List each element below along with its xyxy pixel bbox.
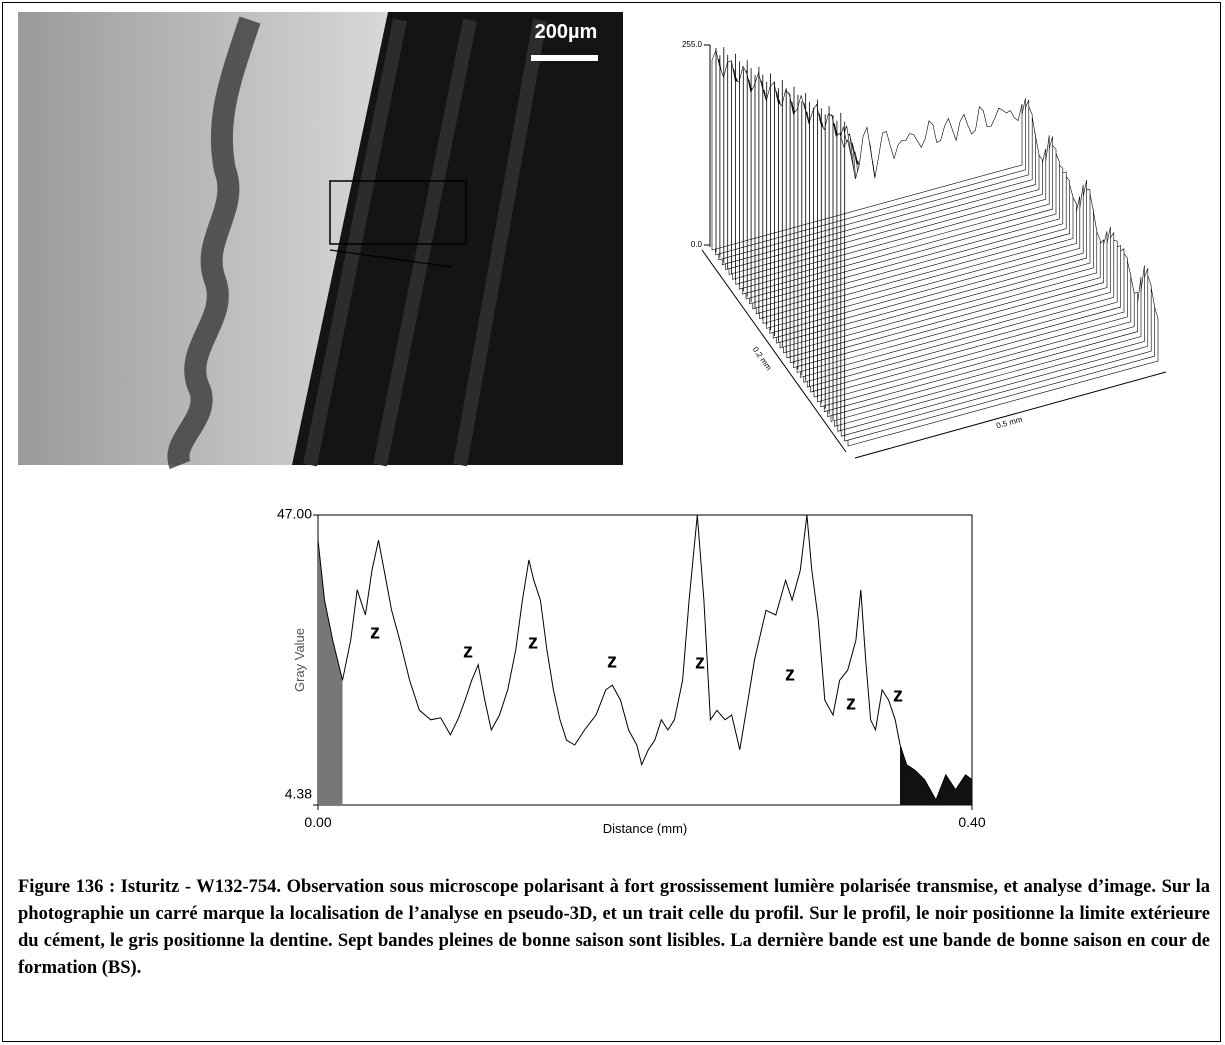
y-axis-label: Gray Value <box>292 628 307 692</box>
micrograph: 200µm <box>18 12 623 470</box>
shaded-region <box>900 744 972 805</box>
annotation: z <box>846 692 856 714</box>
pseudo-3d-plot: 255.0 0.0 0.2 mm 0.5 mm <box>682 40 1167 459</box>
y-tick-label: 4.38 <box>285 786 312 802</box>
z-bottom-label: 0.0 <box>691 240 703 249</box>
annotation: z <box>785 663 795 685</box>
annotation: z <box>463 640 473 662</box>
plot-frame <box>317 514 973 806</box>
surface-ridge <box>711 49 1023 251</box>
annotation: z <box>370 621 380 643</box>
profile-line <box>317 514 973 802</box>
x-tick-label: 0.40 <box>958 814 985 830</box>
y-tick-label: 47.00 <box>277 506 312 522</box>
profile-chart: 4.38 47.00 0.00 0.40 Distance (mm) Gray Value… <box>277 506 986 836</box>
figure: 200µm 255.0 0.0 0.2 mm 0.5 mm 4.38 47.00 0… <box>18 12 1167 836</box>
z-top-label: 255.0 <box>682 40 703 49</box>
annotation: z <box>528 631 538 653</box>
width-label: 0.5 mm <box>995 415 1023 431</box>
annotation: z <box>607 650 617 672</box>
shaded-region <box>318 540 343 805</box>
x-axis-label: Distance (mm) <box>603 821 688 836</box>
caption: Figure 136 : Isturitz - W132-754. Observ… <box>18 877 1210 978</box>
x-tick-label: 0.00 <box>304 814 331 830</box>
scale-bar-label: 200µm <box>535 21 598 43</box>
annotation: z <box>893 684 903 706</box>
annotation: z <box>695 651 705 673</box>
depth-label: 0.2 mm <box>751 345 774 372</box>
